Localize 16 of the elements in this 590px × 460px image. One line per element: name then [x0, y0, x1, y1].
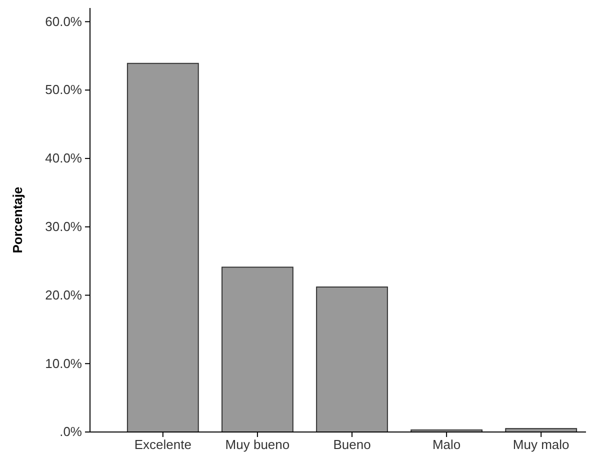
- x-tick-label: Malo: [432, 437, 461, 452]
- x-tick-label: Muy bueno: [225, 437, 290, 452]
- x-tick-label: Excelente: [134, 437, 192, 452]
- y-axis-title: Porcentaje: [10, 186, 25, 254]
- bar: [222, 266, 294, 432]
- y-tick-label: 10.0%: [45, 356, 82, 371]
- y-tick-label: 50.0%: [45, 82, 82, 98]
- x-tick-label: Muy malo: [512, 437, 570, 452]
- y-tick-label: 30.0%: [45, 219, 82, 234]
- x-tick-label: Bueno: [333, 437, 371, 452]
- y-tick-label: 20.0%: [45, 287, 82, 302]
- y-tick-label: 60.0%: [45, 14, 82, 29]
- y-tick-label: 40.0%: [45, 150, 82, 166]
- y-tick-label: .0%: [60, 424, 82, 440]
- bar: [316, 286, 388, 432]
- bar: [126, 62, 199, 432]
